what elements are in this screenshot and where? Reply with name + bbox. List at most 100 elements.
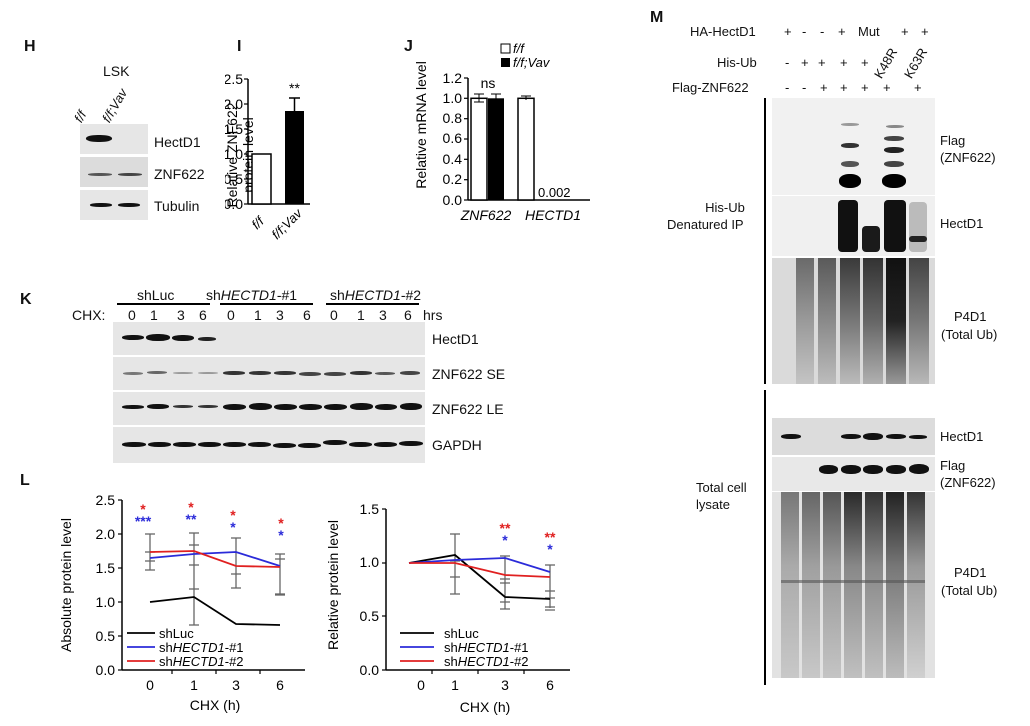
hectd1-value-annotation: 0.002 <box>538 185 571 200</box>
svg-text:0.5: 0.5 <box>360 608 380 624</box>
svg-text:6: 6 <box>546 677 554 693</box>
panel-label-k: K <box>20 291 32 308</box>
m-ip-label-flag-2: (ZNF622) <box>940 150 996 165</box>
bar-ffvav <box>285 111 304 204</box>
svg-text:**: ** <box>500 520 511 536</box>
svg-text:0: 0 <box>146 677 154 693</box>
section-label-ip: His-Ub <box>705 200 745 215</box>
svg-text:0.0: 0.0 <box>360 662 380 678</box>
chart-i: Relative ZNF622 protein level 0.00.51.01… <box>225 71 310 240</box>
svg-text:0: 0 <box>417 677 425 693</box>
group-label-shhectd1-2: shHECTD1-#2 <box>330 287 422 303</box>
chart-j-xlabel-0: ZNF622 <box>460 207 512 223</box>
lane-label-ffvav: f/f;Vav <box>99 85 131 125</box>
svg-text:f/f;Vav: f/f;Vav <box>513 55 551 70</box>
svg-text:*: * <box>278 527 284 543</box>
blot-k-row-gapdh <box>113 427 425 463</box>
blot-h-label-2: Tubulin <box>154 198 200 214</box>
chart-l-relative: Relative protein level 0.0 0.5 1.0 1.5 0 1 3 6… <box>325 501 570 715</box>
chart-j-legend: f/f f/f;Vav <box>500 41 551 70</box>
svg-text:*: * <box>188 499 194 515</box>
chart-i-xlabel-0: f/f <box>249 213 268 232</box>
line-rel-shhectd1-2 <box>409 562 551 578</box>
blot-m-ip-hectd1 <box>772 196 935 256</box>
svg-text:***: *** <box>135 513 152 529</box>
bracket-ip <box>764 98 766 384</box>
svg-text:1.0: 1.0 <box>443 90 463 106</box>
blot-m-lysate-p4d1 <box>772 492 935 678</box>
panel-label-m: M <box>650 9 664 26</box>
panel-label-i: I <box>237 38 242 55</box>
blot-k-label-2: ZNF622 LE <box>432 401 504 417</box>
section-label-lysate: Total cell <box>696 480 747 495</box>
line-shhectd1-1 <box>149 551 281 567</box>
chart-l-rel-xlabel: CHX (h) <box>460 699 511 715</box>
svg-text:0.5: 0.5 <box>96 628 116 644</box>
chart-l-rel-ylabel: Relative protein level <box>325 520 341 650</box>
svg-text:1.2: 1.2 <box>443 70 463 86</box>
chart-j-yticks: 0.0 0.2 0.4 0.6 0.8 1.0 1.2 <box>443 70 463 208</box>
chart-l-abs-yticks: 0.0 0.5 1.0 1.5 2.0 2.5 <box>96 492 116 678</box>
blot-k-label-3: GAPDH <box>432 437 482 453</box>
chart-j-ylabel: Relative mRNA level <box>413 61 429 189</box>
svg-text:1.5: 1.5 <box>360 501 380 517</box>
m-ip-label-hectd1: HectD1 <box>940 216 984 231</box>
svg-text:0.0: 0.0 <box>225 196 243 212</box>
group-label-shhectd1-1: shHECTD1-#1 <box>206 287 298 303</box>
panel-label-l: L <box>20 472 30 489</box>
svg-text:0.8: 0.8 <box>443 110 463 126</box>
svg-text:0.4: 0.4 <box>443 151 463 167</box>
chart-j-xlabel-1: HECTD1 <box>525 207 581 223</box>
group-label-shluc: shLuc <box>137 287 175 303</box>
svg-text:1.5: 1.5 <box>96 560 116 576</box>
blot-h-row-tubulin <box>80 190 148 220</box>
m-lysate-label-hectd1: HectD1 <box>940 429 984 444</box>
chart-l-abs-xlabel: CHX (h) <box>190 697 241 713</box>
m-ip-label-flag-1: Flag <box>940 133 966 148</box>
m-ip-label-p4d1-1: P4D1 <box>954 309 987 324</box>
blot-h-label-0: HectD1 <box>154 134 201 150</box>
blot-m-lysate-hectd1 <box>772 418 935 455</box>
cond-name-flag-znf622: Flag-ZNF622 <box>672 80 749 95</box>
panel-label-j: J <box>404 38 413 55</box>
chart-l-absolute: Absolute protein level 0.0 0.5 1.0 1.5 2.0 2.… <box>58 492 305 713</box>
svg-text:1.5: 1.5 <box>225 121 243 137</box>
line-shhectd1-2 <box>149 550 281 568</box>
svg-text:2.0: 2.0 <box>225 96 243 112</box>
blot-m-ip-p4d1 <box>772 258 935 384</box>
cond-name-his-ub: His-Ub <box>717 55 757 70</box>
svg-text:*: * <box>547 541 553 557</box>
svg-text:*: * <box>140 501 146 517</box>
svg-text:1: 1 <box>451 677 459 693</box>
blot-k-row-hectd1 <box>113 322 425 355</box>
svg-text:**: ** <box>545 529 556 545</box>
section-label-lysate-2: lysate <box>696 497 730 512</box>
chart-i-yticks: 0.0 0.5 1.0 1.5 2.0 2.5 <box>225 71 243 212</box>
svg-text:*: * <box>502 532 508 548</box>
cond-name-ha-hectd1: HA-HectD1 <box>690 24 756 39</box>
svg-text:6: 6 <box>276 677 284 693</box>
svg-text:*: * <box>230 519 236 535</box>
section-label-ip-2: Denatured IP <box>667 217 744 232</box>
svg-text:shHECTD1-#1: shHECTD1-#1 <box>159 640 244 655</box>
svg-text:1.0: 1.0 <box>96 594 116 610</box>
m-lysate-label-p4d1-1: P4D1 <box>954 565 987 580</box>
m-ip-label-p4d1-2: (Total Ub) <box>941 327 998 342</box>
blot-h-row-znf622 <box>80 157 148 187</box>
hrs-unit: hrs <box>423 307 443 323</box>
ns-annotation: ns <box>481 75 496 91</box>
svg-text:3: 3 <box>501 677 509 693</box>
blot-m-ip-flag <box>772 98 935 195</box>
svg-text:*: * <box>230 507 236 523</box>
svg-text:1.0: 1.0 <box>225 146 243 162</box>
bar-hectd1-ff <box>517 97 535 201</box>
svg-text:2.5: 2.5 <box>96 492 116 508</box>
m-lysate-label-flag-2: (ZNF622) <box>940 475 996 490</box>
panel-label-h: H <box>24 38 36 55</box>
m-lysate-label-p4d1-2: (Total Ub) <box>941 583 998 598</box>
svg-text:0.0: 0.0 <box>96 662 116 678</box>
blot-k-label-1: ZNF622 SE <box>432 366 506 382</box>
chart-l-abs-xticks: 0 1 3 6 <box>146 677 284 693</box>
blot-k-row-znf622-se <box>113 357 425 390</box>
svg-text:0.6: 0.6 <box>443 130 463 146</box>
